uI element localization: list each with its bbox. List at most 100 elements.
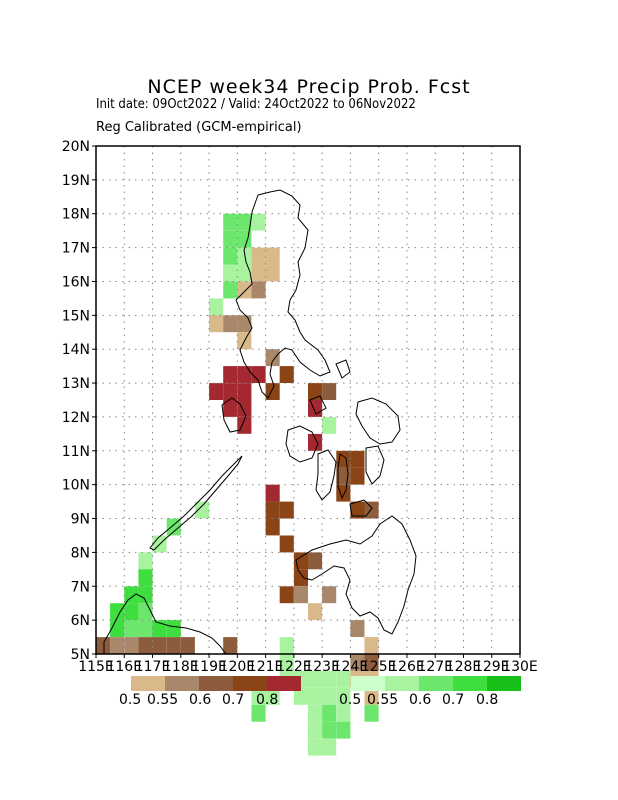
map-title: NCEP week34 Precip Prob. Fcst [147,76,471,98]
x-tick-label: 130E [502,659,538,675]
probability-cell [279,637,294,654]
probability-cell [194,501,209,519]
x-tick-label: 129E [474,659,510,675]
subtitle-method: Reg Calibrated (GCM-empirical) [96,120,302,135]
probability-cell [336,670,351,688]
probability-cell [237,366,252,383]
legend-wet-label: 0.8 [476,692,499,708]
x-tick-label: 127E [417,659,453,675]
x-tick-label: 118E [163,659,199,675]
probability-cell [308,738,323,756]
probability-cell [308,721,323,739]
probability-cell [279,501,294,519]
probability-cell [180,637,195,654]
y-tick-label: 12N [62,410,90,426]
probability-cell [308,704,323,722]
y-tick-label: 9N [71,512,90,528]
y-tick-label: 7N [71,579,90,595]
y-tick-label: 19N [62,173,90,189]
probability-cell [265,484,280,502]
legend-dry-label: 0.8 [256,692,279,708]
probability-cell [110,637,125,654]
legend-wet-label: 0.6 [409,692,432,708]
probability-cell [209,298,224,316]
legend-wet-label: 0.55 [367,692,399,708]
probability-cell [237,264,252,282]
probability-cell [223,637,238,654]
coastline-cebu [337,453,349,500]
probability-cell [308,603,323,621]
x-tick-label: 121E [248,659,284,675]
probability-cell [124,603,139,621]
probability-cell [223,315,238,333]
probability-cell [223,264,238,282]
probability-cell [110,603,125,621]
probability-cell [308,687,323,705]
probability-cell [237,315,252,333]
probability-cell [152,637,167,654]
probability-cell [265,518,280,536]
probability-cell [308,670,323,688]
probability-cell [223,366,238,383]
probability-cell [138,586,153,604]
probability-cell [251,366,266,383]
probability-cell [223,383,238,400]
coastline-mindanao [295,515,417,635]
probability-cell [350,620,365,637]
probability-cell [279,654,294,671]
x-tick-label: 116E [106,659,142,675]
probability-cell [251,281,266,299]
y-axis-ticks: 5N 6N 7N 8N 9N 10N 11N 12N 13N 14N 15N 16N 17N 18N 19N… [62,139,96,663]
legend-wet-swatch [351,676,385,691]
x-tick-label: 128E [446,659,482,675]
legend-dry-swatch [233,676,267,691]
probability-cell [166,518,181,536]
probability-cell [364,637,379,654]
y-tick-label: 15N [62,308,90,324]
coastline-mindoro [221,397,247,433]
probability-cell [364,501,379,519]
probability-cell [350,467,365,485]
y-tick-label: 11N [62,444,90,460]
probability-cell [166,620,181,637]
legend-dry-swatch [267,676,301,691]
probability-cell [138,620,153,637]
x-tick-label: 124E [333,659,369,675]
probability-cell [237,281,252,299]
probability-cell [322,670,337,688]
x-axis-ticks: 115E116E117E118E119E120E121E122E123E124E… [78,654,538,675]
probability-cell [124,637,139,654]
legend-dry-label: 0.7 [222,692,245,708]
probability-cell [265,247,280,265]
probability-cell [350,654,365,671]
probability-cell [350,450,365,468]
probability-cell [293,586,308,604]
coastline-leyte [365,445,385,485]
probability-cell [251,247,266,265]
plot-frame [95,145,521,655]
probability-cell [209,383,224,400]
y-tick-label: 17N [62,241,90,257]
probability-cell [138,637,153,654]
probability-cell [223,247,238,265]
y-tick-label: 6N [71,613,90,629]
probability-cell [223,281,238,299]
probability-cell [265,687,280,705]
coastline-palawan [149,455,243,551]
legend-wet-swatch [453,676,487,691]
probability-cell [124,586,139,604]
probability-cell [364,704,379,722]
probability-cell [336,721,351,739]
probability-cell [308,383,323,400]
probability-cell [336,687,351,705]
legend-dry-label: 0.55 [147,692,179,708]
legend-wet-label: 0.7 [442,692,465,708]
probability-cell [223,213,238,231]
subtitle-dates: Init date: 09Oct2022 / Valid: 24Oct2022 … [96,97,416,112]
probability-cell [322,586,337,604]
probability-cell [237,400,252,417]
probability-cell [237,230,252,248]
probability-cell [265,349,280,367]
y-tick-label: 8N [71,545,90,561]
